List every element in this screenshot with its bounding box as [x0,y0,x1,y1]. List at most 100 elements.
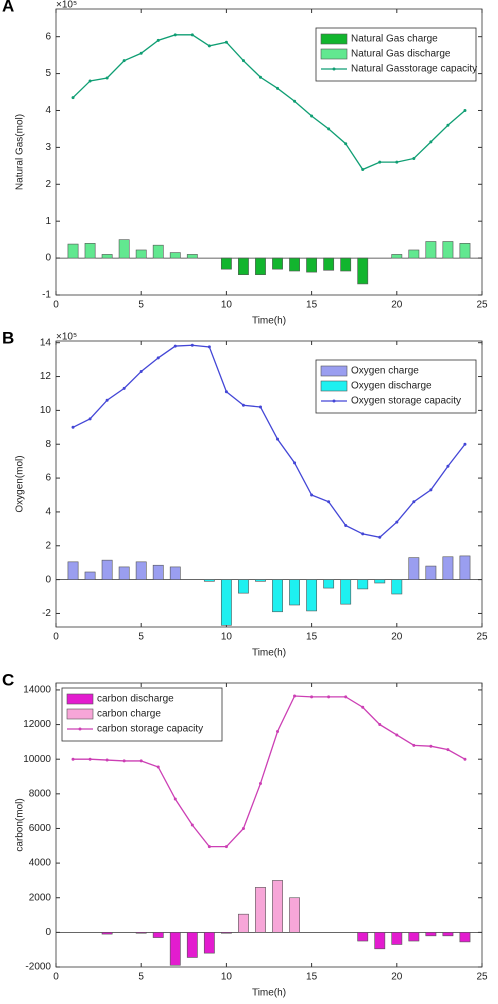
bar [101,254,113,259]
bar [459,932,471,943]
point [378,535,382,539]
y-tick-label: 1 [45,216,51,227]
point [463,757,467,761]
point [310,493,314,497]
bar [340,257,352,272]
point [207,44,211,48]
legend-label: Natural Gasstorage capacity [351,64,477,75]
point [139,51,143,55]
bar [391,932,403,945]
point [156,765,160,769]
legend-label: Oxygen charge [351,366,419,377]
point [173,344,177,348]
bar [289,579,300,606]
y-tick-label: 14000 [23,685,51,696]
y-tick-label: 2000 [29,892,52,903]
point [395,733,399,737]
bar [289,257,300,272]
bar [357,579,369,590]
point [105,758,109,762]
y-tick-label: -2 [42,608,51,619]
bar [323,257,335,271]
x-tick-label: 20 [391,632,403,643]
y-tick-label: 4 [45,507,51,518]
legend-swatch [320,48,348,60]
y-tick-label: 10 [40,405,52,416]
point [293,694,297,698]
bar [101,559,113,580]
x-axis-label: Time(h) [252,316,286,327]
legend-marker [78,727,82,731]
bar [374,579,386,584]
x-tick-label: 25 [476,300,488,311]
bar [459,243,471,259]
bar [118,239,130,259]
point [429,488,433,492]
bar [442,932,454,937]
bar [84,571,96,580]
y-tick-label: -2000 [25,962,51,973]
point [258,75,262,79]
point [122,59,126,63]
bar [442,241,454,259]
bar [152,932,164,938]
legend-marker [332,67,336,71]
y-axis-label: carbon(mol) [15,798,26,851]
point [71,425,75,429]
x-tick-label: 15 [306,972,318,983]
bar [374,932,386,950]
bar [135,561,147,580]
x-tick-label: 10 [221,972,233,983]
point [139,759,143,763]
x-axis-label: Time(h) [252,988,286,999]
point [293,461,297,465]
y-tick-label: 2 [45,540,51,551]
point [293,99,297,103]
x-axis-label: Time(h) [252,648,286,659]
y-tick-label: 10000 [23,754,51,765]
point [463,442,467,446]
point [122,759,126,763]
bar [220,932,232,934]
panel-label: B [2,328,14,347]
legend-swatch [320,380,348,392]
legend-swatch [66,708,94,720]
x-tick-label: 0 [53,632,59,643]
point [258,781,262,785]
x-tick-label: 5 [138,632,144,643]
bar [408,249,420,259]
point [327,127,331,131]
bar [272,579,283,613]
bar [186,254,198,259]
bar [186,932,198,958]
x-tick-label: 0 [53,300,59,311]
bar [408,932,420,942]
exponent-label: ×10⁵ [56,332,77,343]
bar [425,565,437,580]
x-tick-label: 15 [306,632,318,643]
point [412,500,416,504]
point [105,398,109,402]
point [173,33,177,37]
point [327,695,331,699]
point [71,96,75,100]
legend-swatch [320,365,348,377]
line [72,34,466,171]
bar [289,897,300,933]
bar [255,257,266,276]
bar [152,244,164,259]
point [395,160,399,164]
y-tick-label: 6000 [29,823,52,834]
y-tick-label: 0 [45,927,51,938]
point [429,744,433,748]
bar [203,932,215,954]
bar [220,579,232,626]
bar [152,564,164,580]
bar [391,254,403,259]
y-tick-label: 8000 [29,788,52,799]
point [412,156,416,160]
y-axis-label: Natural Gas(mol) [15,114,26,190]
bar [408,557,420,580]
point [344,695,348,699]
bar [135,249,147,259]
